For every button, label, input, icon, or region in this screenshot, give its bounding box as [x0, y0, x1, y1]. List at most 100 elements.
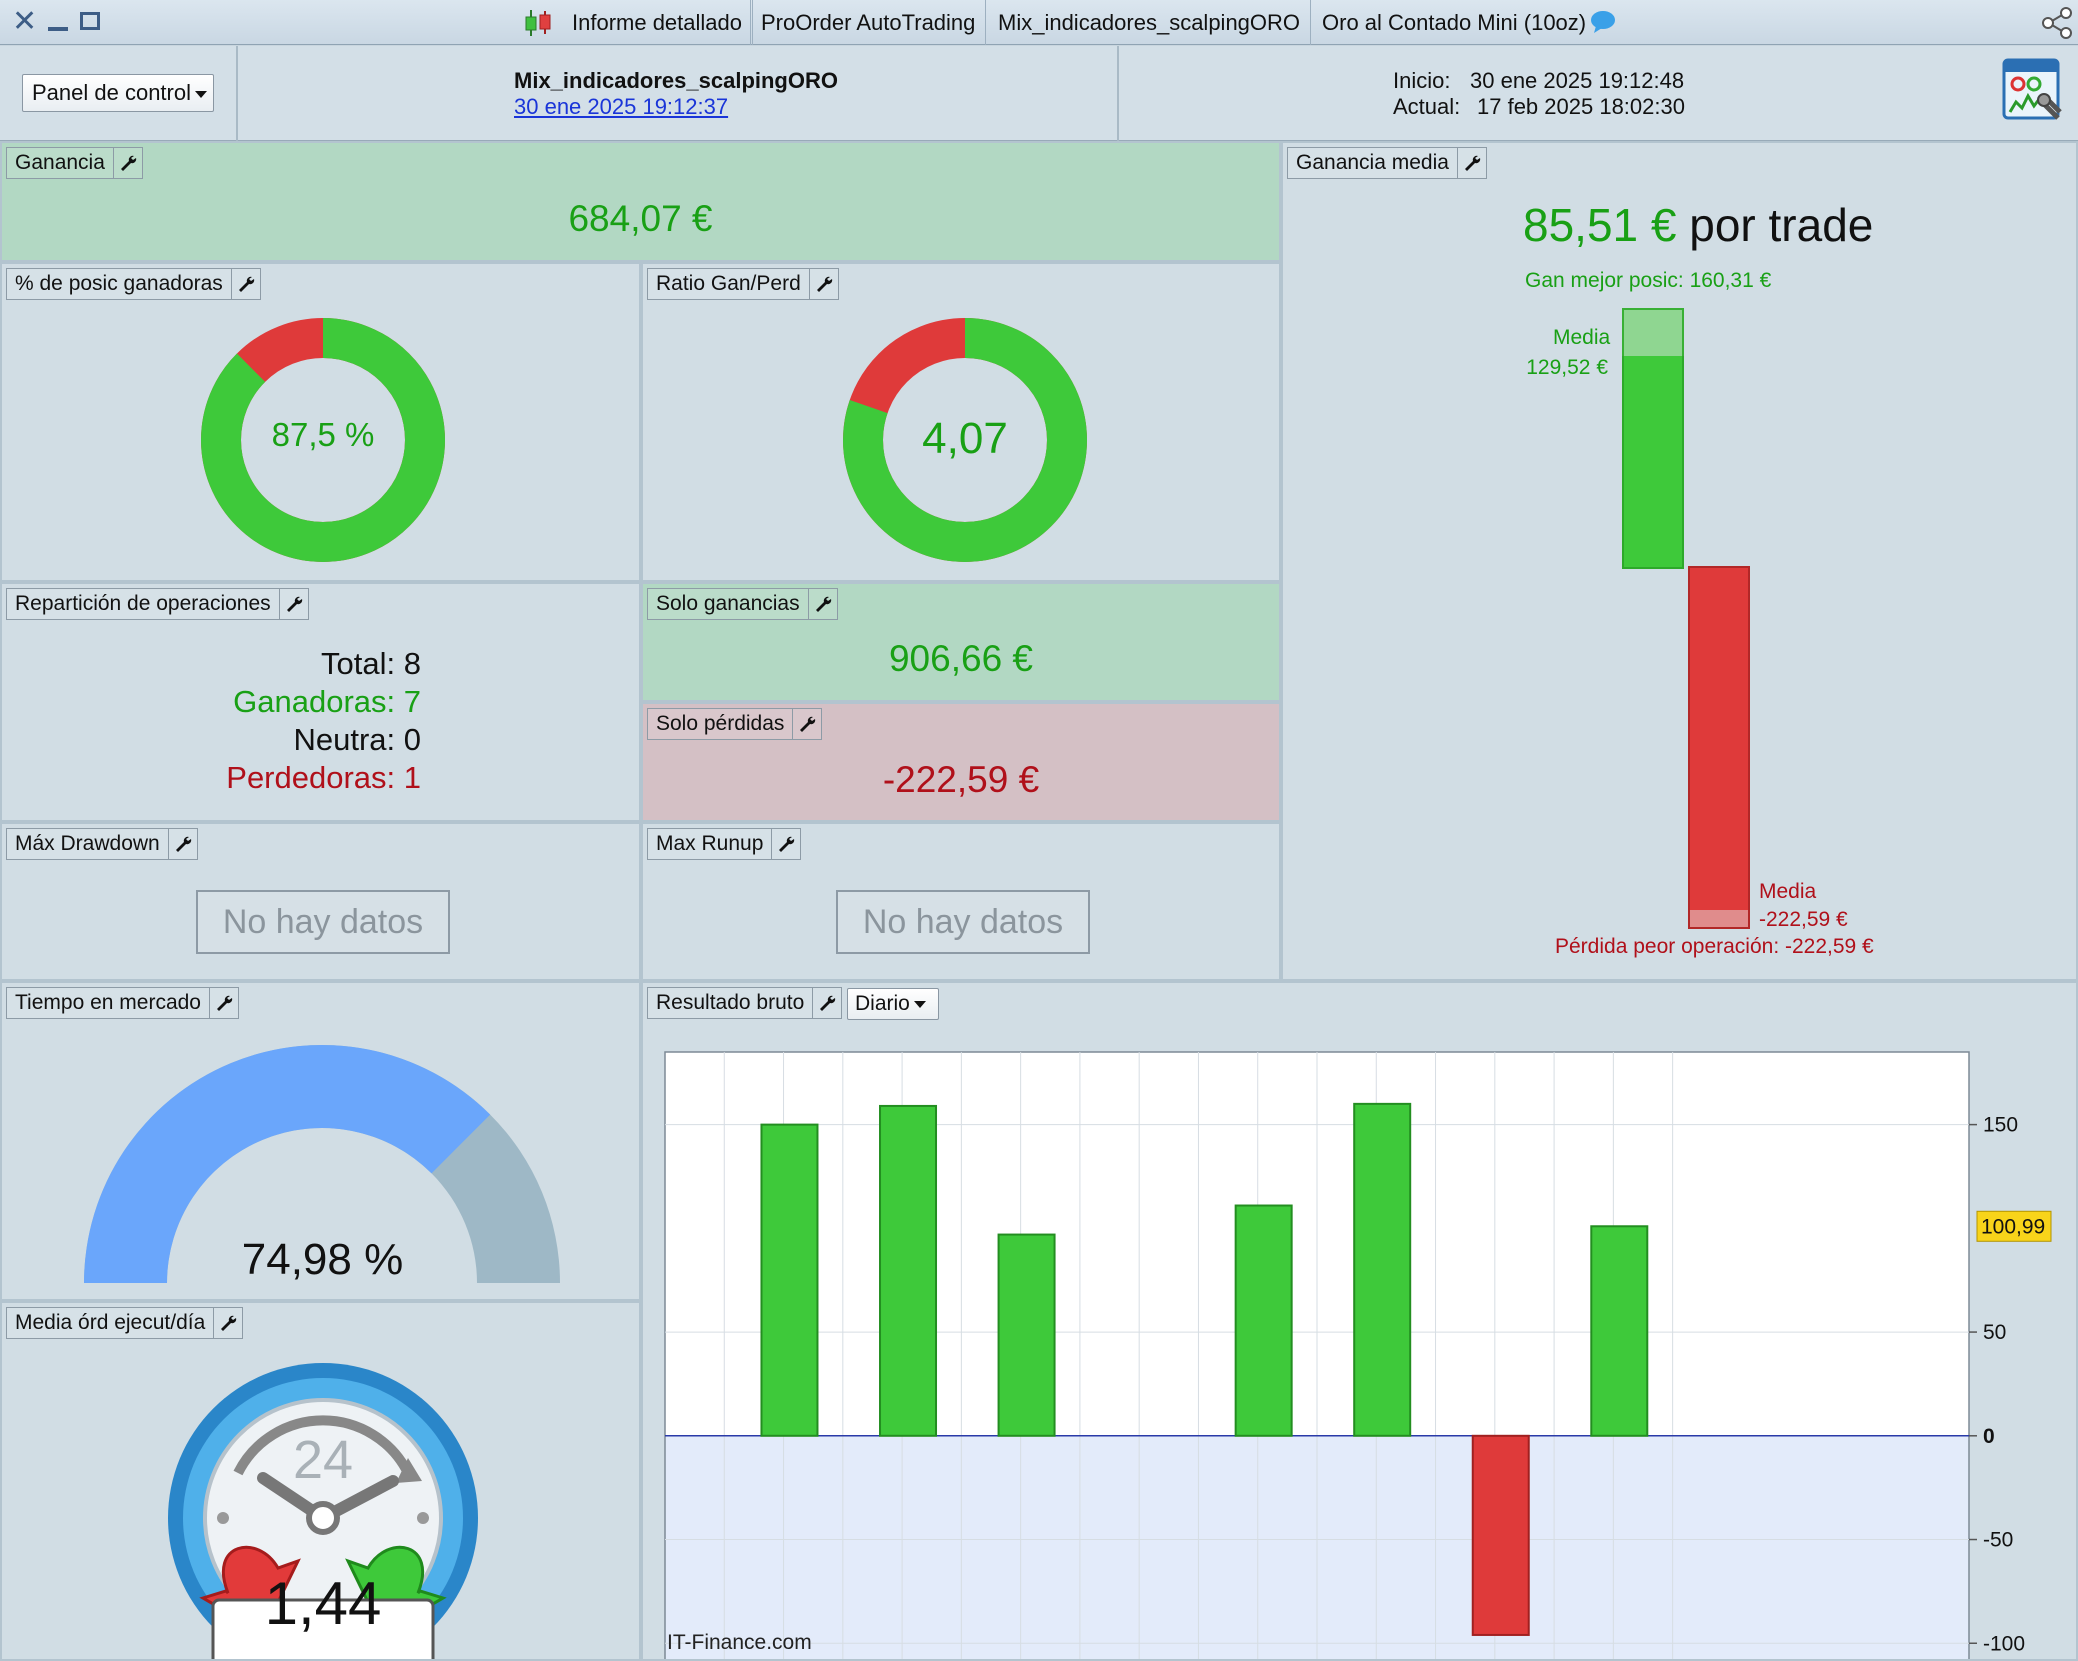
chevron-down-icon	[195, 90, 207, 98]
tab-proorder-autotrading[interactable]: ProOrder AutoTrading	[750, 0, 987, 45]
chat-bubble-icon[interactable]	[1590, 10, 1616, 39]
bar	[1353, 1102, 1412, 1437]
neutral-trades: Neutra: 0	[293, 722, 421, 757]
average-gain-value: 85,51 €	[1523, 199, 1677, 251]
y-tick-label: 50	[1983, 1321, 2006, 1344]
clock-label: 24	[292, 1430, 354, 1490]
panel-media-ordenes: Media órd ejecut/día 24 1,44	[0, 1301, 641, 1661]
tab-informe-detallado[interactable]: Informe detallado	[562, 0, 753, 45]
current-value: 17 feb 2025 18:02:30	[1477, 94, 1685, 119]
period-dropdown[interactable]: Diario	[847, 988, 939, 1020]
tab-instrument[interactable]: Oro al Contado Mini (10oz)	[1322, 10, 1587, 35]
bar	[1471, 1434, 1530, 1636]
winning-positions-donut	[201, 318, 445, 562]
current-label: Actual:	[1393, 94, 1461, 119]
solo-ganancias-value: 906,66 €	[888, 638, 1034, 679]
bar	[997, 1233, 1056, 1437]
panel-solo-perdidas: Solo pérdidas -222,59 €	[641, 702, 1281, 822]
divider	[1117, 46, 1119, 141]
winning-positions-value: 87,5 %	[271, 416, 375, 453]
y-tick-label: -100	[1983, 1632, 2025, 1655]
tiempo-title: Tiempo en mercado	[6, 987, 209, 1019]
ordenes-title: Media órd ejecut/día	[6, 1307, 214, 1339]
panel-title: Media órd ejecut/día	[6, 1307, 244, 1339]
wrench-icon[interactable]	[167, 828, 198, 860]
runup-title: Max Runup	[647, 828, 772, 860]
period-label: Diario	[855, 992, 910, 1015]
solo-perdidas-title: Solo pérdidas	[647, 708, 793, 740]
divider	[236, 46, 238, 141]
time-in-market-gauge	[84, 1045, 560, 1283]
strategy-date-link[interactable]: 30 ene 2025 19:12:37	[514, 94, 729, 119]
close-icon[interactable]: ✕	[12, 5, 38, 38]
y-tick-label: 150	[1983, 1114, 2018, 1137]
drawdown-no-data: No hay datos	[196, 890, 450, 954]
worst-trade-bar	[1690, 910, 1748, 927]
ganancia-value: 684,07 €	[568, 198, 713, 239]
panel-title: Ratio Gan/Perd	[647, 268, 839, 300]
maximize-icon[interactable]	[80, 12, 100, 30]
panel-selector-label: Panel de control	[32, 80, 191, 105]
wrench-icon[interactable]	[1456, 147, 1487, 179]
panel-title: % de posic ganadoras	[6, 268, 261, 300]
panel-selector-dropdown[interactable]: Panel de control	[22, 74, 214, 112]
avg-win-value: 129,52 €	[1526, 356, 1608, 379]
wrench-icon[interactable]	[771, 828, 802, 860]
start-label: Inicio:	[1393, 68, 1451, 93]
start-value: 30 ene 2025 19:12:48	[1470, 68, 1685, 93]
panel-tiempo-mercado: Tiempo en mercado 74,98 %	[0, 981, 641, 1301]
minimize-icon[interactable]	[48, 27, 68, 31]
wrench-icon[interactable]	[807, 588, 838, 620]
ratio-title: Ratio Gan/Perd	[647, 268, 809, 300]
drawdown-title: Máx Drawdown	[6, 828, 168, 860]
average-gain-suffix: por trade	[1689, 199, 1874, 251]
panel-runup: Max Runup No hay datos	[641, 822, 1281, 981]
wrench-icon[interactable]	[812, 987, 843, 1019]
total-trades: Total: 8	[321, 646, 421, 681]
ordenes-value: 1,44	[264, 1570, 382, 1637]
runup-no-data: No hay datos	[836, 890, 1090, 954]
ratio-value: 4,07	[922, 414, 1008, 463]
wrench-icon[interactable]	[278, 588, 309, 620]
donut-win-segment	[201, 318, 445, 562]
wrench-icon[interactable]	[808, 268, 839, 300]
share-icon[interactable]	[2040, 6, 2074, 45]
bar	[1234, 1204, 1293, 1437]
avg-loss-value: -222,59 €	[1759, 908, 1848, 931]
tab-strategy[interactable]: Mix_indicadores_scalpingORO	[988, 0, 1312, 45]
strategy-name: Mix_indicadores_scalpingORO	[514, 68, 838, 93]
panel-title: Máx Drawdown	[6, 828, 198, 860]
avg-win-bar	[1622, 356, 1684, 569]
wrench-icon[interactable]	[230, 268, 261, 300]
panel-title: Ganancia	[6, 147, 143, 179]
panel-title: Solo pérdidas	[647, 708, 823, 740]
clock-icon	[168, 1363, 478, 1659]
wrench-icon[interactable]	[112, 147, 143, 179]
panel-drawdown: Máx Drawdown No hay datos	[0, 822, 641, 981]
winning-positions-title: % de posic ganadoras	[6, 268, 231, 300]
panel-ganancia: Ganancia 684,07 €	[0, 141, 1281, 262]
winning-trades: Ganadoras: 7	[233, 684, 421, 719]
best-trade-label: Gan mejor posic: 160,31 €	[1525, 269, 1772, 292]
wrench-icon[interactable]	[208, 987, 239, 1019]
worst-trade-label: Pérdida peor operación: -222,59 €	[1555, 935, 1874, 958]
donut-win-segment	[843, 318, 1087, 562]
panel-title: Ganancia media	[1287, 147, 1487, 179]
candlestick-icon	[523, 8, 555, 43]
wrench-icon[interactable]	[213, 1307, 244, 1339]
wrench-icon[interactable]	[792, 708, 823, 740]
panel-resultado-bruto: Resultado bruto Diario 150 50 0 -50 -100 100,…	[641, 981, 2078, 1661]
losing-trades: Perdedoras: 1	[226, 760, 421, 795]
solo-perdidas-value: -222,59 €	[882, 759, 1040, 800]
dashboard-settings-icon[interactable]	[2002, 58, 2064, 129]
avg-loss-label: Media	[1759, 880, 1817, 903]
ratio-donut	[843, 318, 1087, 562]
best-trade-bar	[1622, 308, 1684, 359]
bar	[1590, 1225, 1649, 1437]
panel-title: Solo ganancias	[647, 588, 838, 620]
panel-ratio: Ratio Gan/Perd 4,07	[641, 262, 1281, 582]
panel-title: Max Runup	[647, 828, 802, 860]
avg-loss-bar	[1688, 566, 1750, 929]
average-gain-line: 85,51 € por trade	[1523, 198, 1873, 252]
panel-reparticion: Repartición de operaciones Total: 8 Gana…	[0, 582, 641, 822]
